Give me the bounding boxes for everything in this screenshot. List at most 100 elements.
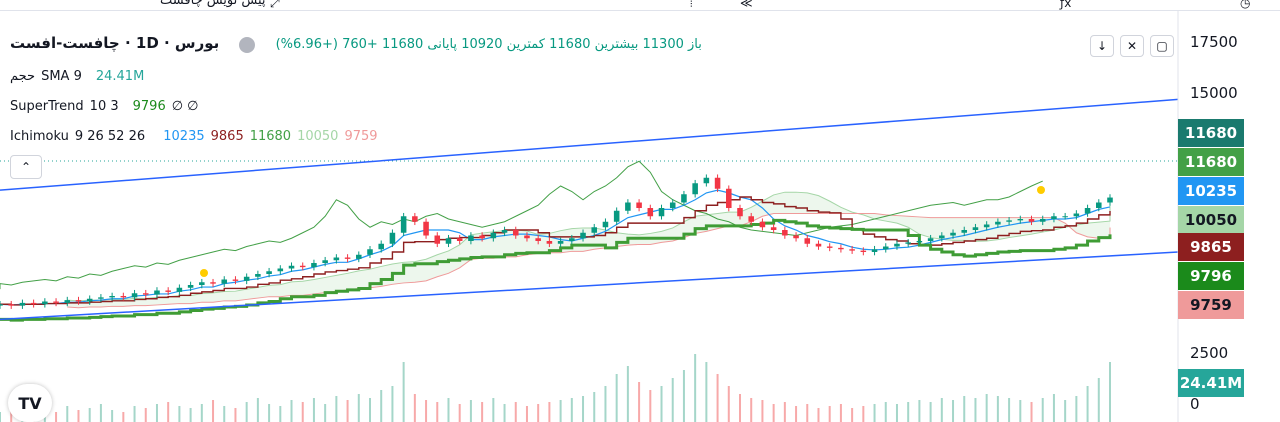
tradingview-logo[interactable]: TV <box>8 384 52 422</box>
volume-bar <box>1075 396 1078 422</box>
span-a-line <box>67 191 1111 302</box>
candle-body <box>19 302 26 306</box>
candle-body <box>905 242 911 244</box>
volume-bar <box>716 374 719 422</box>
candle-body <box>277 268 284 272</box>
candle <box>894 240 900 250</box>
candle <box>221 276 228 287</box>
collapse-icon[interactable]: ✕ <box>1120 35 1144 57</box>
candle <box>333 254 340 264</box>
candle <box>692 179 698 198</box>
volume-bar <box>212 400 215 422</box>
candle <box>535 234 541 245</box>
candle-body <box>199 282 205 285</box>
signal-dot <box>1037 186 1045 194</box>
candle-body <box>1017 219 1024 221</box>
volume-bar <box>739 394 741 422</box>
chart-area[interactable] <box>0 10 1280 422</box>
symbol-title[interactable]: بورس · 1D · چافست-افست <box>10 34 220 52</box>
candle-body <box>714 177 721 189</box>
candle-body <box>400 216 407 233</box>
axis-tick-0: 0 <box>1190 395 1200 413</box>
volume-bar <box>952 400 955 422</box>
volume-bar <box>324 404 327 422</box>
candle-body <box>681 194 687 203</box>
axis-tick-17500: 17500 <box>1190 33 1238 51</box>
candle-body <box>748 216 754 222</box>
volume-bar <box>458 404 461 422</box>
candle-body <box>557 241 564 244</box>
price-tag: 10050 <box>1178 206 1244 234</box>
top-toolbar: پیش نویس چافست ⤢ ⦙ ≪ ƒx ◷ <box>0 0 1280 11</box>
fx-icon[interactable]: ƒx <box>1060 0 1072 10</box>
candle <box>277 265 284 275</box>
volume-bar <box>974 398 977 422</box>
candle <box>19 299 26 309</box>
candle <box>557 237 564 248</box>
candle <box>187 281 194 292</box>
candle <box>804 234 811 248</box>
candle-body <box>580 232 586 239</box>
volume-bar <box>268 404 271 422</box>
volume-bar <box>256 398 259 422</box>
candle-body <box>75 300 82 302</box>
volume-bar <box>200 404 203 422</box>
candle-body <box>1006 220 1012 222</box>
candle <box>882 243 889 253</box>
volume-bar <box>1008 398 1011 422</box>
candle-body <box>221 279 228 284</box>
base-line <box>0 196 1111 306</box>
candle-body <box>389 232 396 244</box>
volume-bar <box>963 396 966 422</box>
candle <box>490 229 497 242</box>
volume-bar <box>1086 386 1089 422</box>
collapse-legend-icon[interactable]: ⌃ <box>10 155 42 179</box>
replay-icon[interactable]: ≪ <box>740 0 753 10</box>
ichimoku-lagging: 11680 <box>249 129 292 144</box>
volume-bar <box>88 408 91 422</box>
candle-body <box>356 254 362 259</box>
candle-body <box>759 221 766 228</box>
candle-body <box>1096 202 1102 208</box>
candle <box>109 292 115 301</box>
volume-bar <box>99 404 102 422</box>
candle-body <box>243 276 250 281</box>
candle <box>939 232 945 242</box>
volume-bar <box>481 402 484 422</box>
candle-body <box>98 297 104 299</box>
volume-bar <box>245 402 248 422</box>
supertrend-label: SuperTrend <box>10 99 84 114</box>
candle <box>288 262 295 272</box>
candle <box>1107 194 1113 206</box>
volume-bar <box>223 406 226 422</box>
candle-body <box>266 271 272 274</box>
candle <box>120 292 127 301</box>
candle <box>255 270 261 281</box>
volume-value: 24.41M <box>95 69 145 84</box>
clock-icon[interactable]: ◷ <box>1240 0 1251 10</box>
volume-bar <box>425 400 428 422</box>
candle <box>782 226 788 239</box>
candle <box>972 223 979 234</box>
candle <box>961 226 968 237</box>
candle-body <box>468 235 474 241</box>
candle <box>53 298 59 307</box>
maximize-icon[interactable]: ▢ <box>1150 35 1174 57</box>
candle <box>434 232 441 248</box>
candle <box>748 212 754 226</box>
candle-body <box>524 235 530 239</box>
candle <box>950 229 956 239</box>
trend-lines[interactable] <box>0 98 1179 321</box>
candle <box>636 199 642 212</box>
volume-bar <box>548 402 551 422</box>
bars-icon[interactable]: ⦙ <box>690 0 693 10</box>
expand-icon[interactable]: ⤢ <box>270 0 280 10</box>
candle <box>1084 204 1091 217</box>
volume-bar <box>795 406 798 422</box>
candle <box>602 218 609 231</box>
volume-bar <box>447 398 450 422</box>
candle-body <box>1073 213 1080 217</box>
candle-body <box>165 290 171 292</box>
scroll-down-icon[interactable]: ↓ <box>1090 35 1114 57</box>
candle-body <box>849 249 855 251</box>
